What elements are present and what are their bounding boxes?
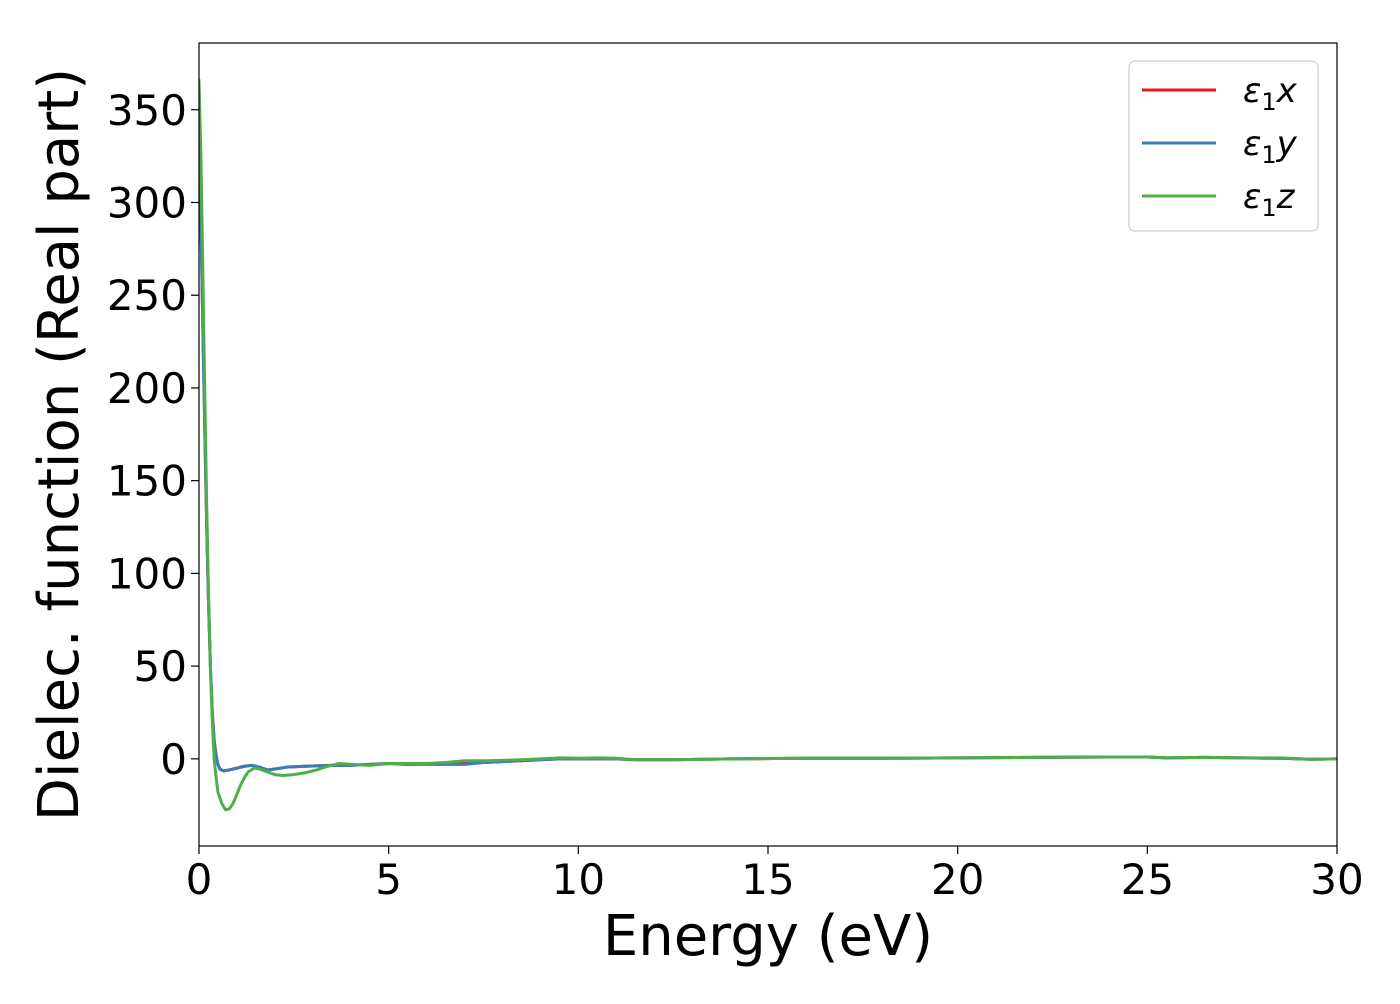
x-tick-label: 15 — [741, 855, 794, 904]
x-tick-label: 10 — [552, 855, 605, 904]
x-axis-ticks: 0 5 10 15 20 25 30 — [186, 846, 1364, 904]
chart-legend: ε1x ε1y ε1z — [1128, 60, 1319, 232]
y-tick-label: 0 — [160, 735, 187, 784]
x-tick-label: 5 — [375, 855, 402, 904]
x-tick-label: 30 — [1310, 855, 1363, 904]
x-axis-label: Energy (eV) — [603, 904, 933, 969]
y-axis-label: Dielec. function (Real part) — [27, 68, 92, 821]
legend-box — [1128, 60, 1319, 232]
y-tick-label: 350 — [107, 86, 187, 135]
y-tick-label: 50 — [134, 642, 187, 691]
y-tick-label: 250 — [107, 271, 187, 320]
y-tick-label: 200 — [107, 364, 187, 413]
y-tick-label: 150 — [107, 457, 187, 506]
legend-label-x: ε1x — [1243, 71, 1298, 116]
x-tick-label: 0 — [186, 855, 213, 904]
legend-label-z: ε1z — [1243, 177, 1296, 222]
y-axis-ticks: 0 50 100 150 200 250 300 350 — [107, 86, 199, 784]
legend-label-y: ε1y — [1243, 124, 1298, 169]
x-tick-label: 20 — [931, 855, 984, 904]
y-tick-label: 300 — [107, 178, 187, 227]
x-tick-label: 25 — [1121, 855, 1174, 904]
y-tick-label: 100 — [107, 549, 187, 598]
series-line-z — [199, 78, 1337, 812]
series-layer — [199, 78, 1337, 812]
